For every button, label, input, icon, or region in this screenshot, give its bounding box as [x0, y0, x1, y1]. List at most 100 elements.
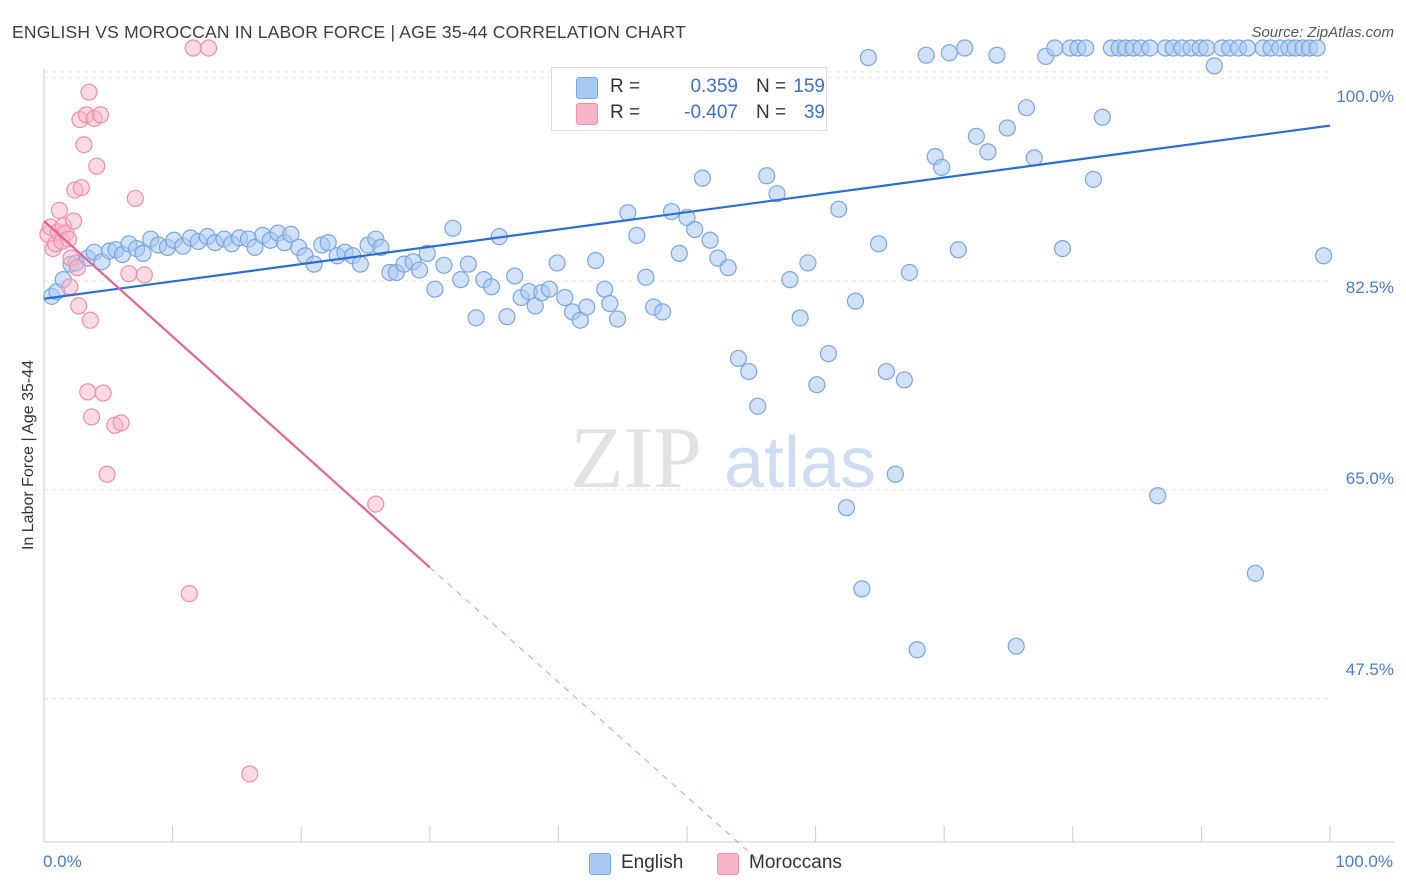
- english-point-97: [808, 376, 826, 394]
- english-point-136: [1141, 39, 1159, 57]
- english-point-101: [846, 292, 865, 310]
- moroccans-point-5: [50, 201, 69, 219]
- chart-title: ENGLISH VS MOROCCAN IN LABOR FORCE | AGE…: [12, 22, 687, 42]
- english-point-60: [498, 308, 516, 326]
- english-point-84: [686, 220, 704, 239]
- english-point-125: [1053, 239, 1072, 258]
- english-point-158: [1314, 247, 1333, 265]
- english-point-117: [979, 143, 997, 161]
- moroccans-trend-line: [43, 220, 431, 569]
- english-point-129: [1084, 170, 1102, 188]
- english-point-94: [781, 271, 799, 289]
- english-point-98: [819, 345, 838, 363]
- moroccans-point-25: [88, 157, 106, 175]
- english-point-50: [418, 244, 436, 262]
- english-point-124: [1046, 39, 1064, 57]
- english-point-110: [917, 46, 935, 64]
- english-r-value: 0.359: [690, 76, 738, 97]
- moroccans-point-32: [126, 189, 144, 208]
- english-point-49: [410, 261, 429, 279]
- english-point-88: [719, 259, 737, 277]
- english-point-109: [908, 641, 926, 659]
- english-swatch: [576, 77, 598, 99]
- moroccans-point-34: [180, 585, 198, 603]
- english-point-144: [1205, 57, 1223, 75]
- y-tick-label-82-5: 82.5%: [1345, 278, 1394, 297]
- english-point-92: [758, 167, 776, 185]
- series-legend: English Moroccans: [0, 852, 1406, 878]
- english-point-100: [837, 499, 856, 517]
- english-point-82: [670, 244, 688, 262]
- moroccans-point-37: [241, 765, 259, 783]
- moroccans-point-9: [59, 230, 78, 248]
- english-point-52: [435, 256, 453, 274]
- moroccans-point-33: [135, 266, 153, 284]
- y-tick-label-100: 100.0%: [1336, 87, 1394, 106]
- moroccans-point-10: [61, 278, 79, 296]
- english-point-143: [1197, 39, 1216, 57]
- english-point-37: [319, 234, 337, 252]
- moroccans-point-20: [79, 383, 97, 401]
- moroccans-point-17: [72, 179, 90, 197]
- english-point-114: [949, 241, 967, 259]
- english-point-78: [637, 268, 655, 286]
- y-tick-label-47-5: 47.5%: [1345, 660, 1394, 679]
- english-point-54: [452, 271, 470, 289]
- watermark-zip: ZIP: [570, 410, 702, 507]
- moroccans-point-21: [80, 83, 98, 101]
- english-point-61: [506, 267, 524, 285]
- english-legend-label: English: [621, 852, 684, 873]
- english-point-106: [886, 465, 904, 483]
- english-point-75: [608, 310, 627, 328]
- english-point-107: [895, 371, 913, 389]
- english-point-137: [1149, 487, 1167, 505]
- moroccans-point-23: [82, 408, 101, 426]
- moroccans-point-22: [81, 311, 99, 329]
- english-point-115: [956, 39, 974, 57]
- english-point-67: [548, 254, 566, 272]
- english-point-91: [749, 397, 767, 415]
- moroccans-legend-label: Moroccans: [749, 852, 842, 873]
- stats-legend: R = 0.359 N = 159 R = -0.407 N = 39: [551, 67, 827, 131]
- moroccans-point-30: [112, 414, 130, 432]
- english-point-68: [556, 288, 574, 307]
- english-point-102: [853, 580, 871, 598]
- english-point-113: [940, 44, 958, 62]
- english-point-119: [998, 119, 1016, 137]
- english-point-116: [967, 127, 985, 145]
- english-point-71: [578, 298, 596, 316]
- english-point-99: [830, 200, 848, 218]
- watermark-atlas: atlas: [724, 423, 876, 503]
- english-point-95: [791, 309, 809, 327]
- english-point-148: [1239, 39, 1257, 57]
- moroccans-point-28: [98, 465, 116, 483]
- english-n-value: 159: [793, 76, 825, 97]
- english-point-27: [246, 238, 264, 256]
- english-n-label: N =: [756, 76, 787, 97]
- moroccans-n-label: N =: [756, 102, 787, 123]
- moroccans-point-31: [120, 265, 138, 283]
- moroccans-point-18: [75, 136, 93, 154]
- english-point-58: [482, 278, 501, 296]
- english-point-121: [1017, 99, 1036, 117]
- english-point-51: [426, 280, 444, 298]
- english-point-32: [282, 225, 300, 243]
- y-tick-label-65: 65.0%: [1345, 469, 1394, 488]
- english-point-56: [467, 309, 485, 327]
- x-tick-label-100: 100.0%: [1335, 852, 1393, 871]
- english-point-74: [601, 294, 619, 313]
- english-point-80: [653, 303, 672, 321]
- moroccans-point-36: [200, 39, 218, 57]
- y-axis-label: In Labor Force | Age 35-44: [20, 359, 37, 551]
- moroccans-r-label: R =: [610, 102, 641, 123]
- english-point-85: [693, 169, 712, 187]
- moroccans-point-12: [64, 212, 83, 230]
- english-point-104: [870, 235, 888, 253]
- english-point-13: [134, 244, 152, 262]
- english-point-149: [1246, 564, 1265, 582]
- english-point-122: [1025, 149, 1043, 167]
- english-point-90: [740, 362, 758, 381]
- english-point-77: [628, 226, 646, 245]
- english-point-157: [1308, 39, 1326, 57]
- english-point-130: [1093, 108, 1111, 126]
